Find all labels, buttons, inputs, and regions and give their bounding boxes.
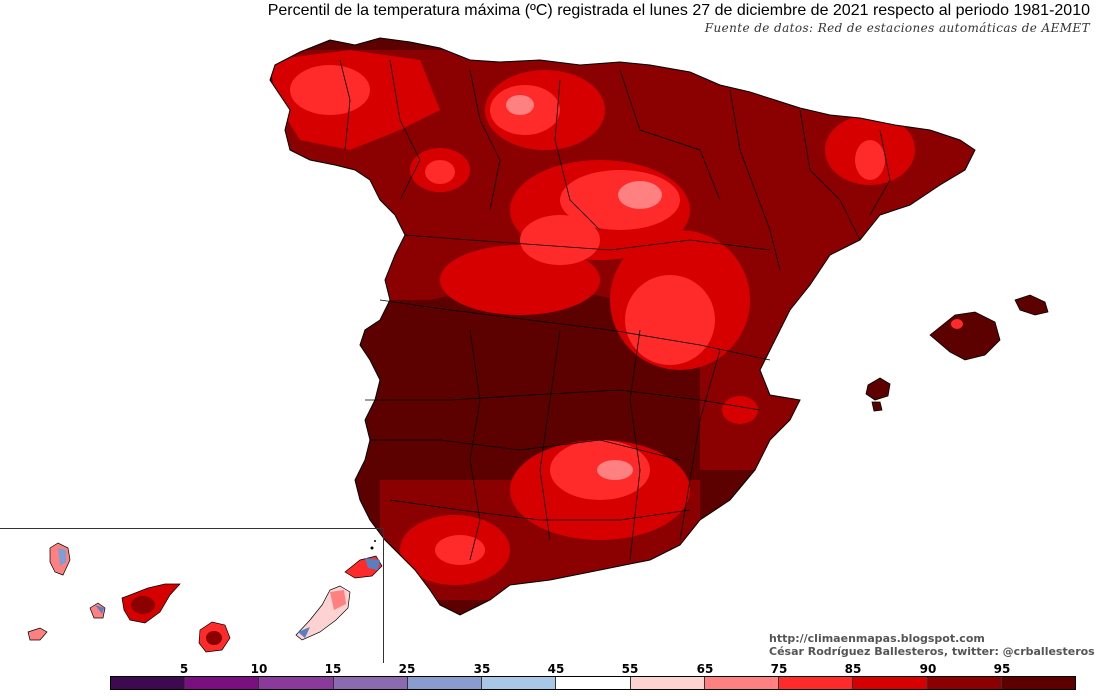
credits-url[interactable]: http://climaenmapas.blogspot.com <box>769 632 985 645</box>
spain-percentile-map <box>27 37 1049 653</box>
legend-label: 15 <box>324 662 342 676</box>
legend-swatch <box>407 677 483 689</box>
legend-label: 75 <box>770 662 788 676</box>
legend-swatch <box>630 677 705 689</box>
legend-labels: 5 10 15 25 35 45 55 65 75 85 90 95 <box>110 662 1076 676</box>
legend-label: 45 <box>547 662 565 676</box>
legend-swatch <box>704 677 780 689</box>
legend-color-bar <box>110 676 1076 690</box>
balearic-islands <box>865 294 1049 412</box>
map-source: Fuente de datos: Red de estaciones autom… <box>704 21 1090 35</box>
legend-label: 90 <box>919 662 937 676</box>
legend-label: 5 <box>179 662 189 676</box>
legend-label: 55 <box>621 662 639 676</box>
legend-swatch <box>1001 677 1076 689</box>
legend-swatch <box>111 677 186 689</box>
legend-label: 85 <box>844 662 862 676</box>
legend-label: 35 <box>473 662 491 676</box>
legend-swatch <box>259 677 334 689</box>
legend-label: 95 <box>993 662 1011 676</box>
canary-islands <box>27 540 383 653</box>
legend-label: 10 <box>250 662 268 676</box>
legend-swatch <box>779 677 854 689</box>
credits-author: César Rodríguez Ballesteros, twitter: @c… <box>769 645 1095 658</box>
legend-swatch <box>333 677 408 689</box>
legend-swatch <box>927 677 1002 689</box>
legend-swatch <box>853 677 928 689</box>
legend-label: 65 <box>696 662 714 676</box>
legend-swatch <box>482 677 557 689</box>
legend-label: 25 <box>398 662 416 676</box>
legend-swatch <box>185 677 260 689</box>
map-title: Percentil de la temperatura máxima (ºC) … <box>267 2 1090 19</box>
credits: http://climaenmapas.blogspot.com César R… <box>769 632 1095 658</box>
region-borders <box>269 37 976 616</box>
legend-swatch <box>556 677 631 689</box>
canary-inset-frame <box>0 528 384 663</box>
